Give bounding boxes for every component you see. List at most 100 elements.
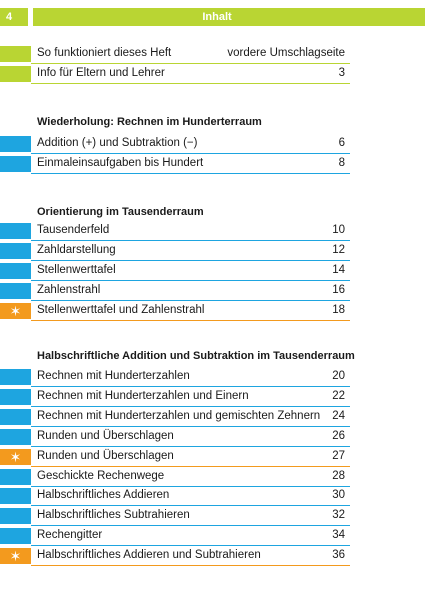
toc-label: Zahldarstellung	[37, 243, 116, 256]
row-marker	[0, 488, 31, 505]
toc-row[interactable]: ✶ Runden und Überschlagen 27	[0, 447, 425, 467]
toc-label: Halbschriftliches Addieren	[37, 489, 170, 502]
row-underline	[31, 545, 350, 547]
toc-label: Addition (+) und Subtraktion (−)	[37, 137, 198, 149]
toc-row[interactable]: ✶ Halbschriftliches Addieren und Subtrahi…	[0, 546, 425, 567]
toc-page-number: 24	[332, 409, 345, 422]
toc-label: Rechnen mit Hunderterzahlen	[37, 370, 190, 382]
toc-page-number: 30	[332, 489, 345, 502]
toc-page-number: 6	[338, 137, 345, 149]
toc-label: Rechnen mit Hunderterzahlen und Einern	[37, 389, 249, 402]
toc-row[interactable]: Rechnen mit Hunderterzahlen 20	[0, 367, 425, 387]
row-underline	[31, 319, 350, 321]
star-icon: ✶	[0, 548, 31, 565]
toc-row[interactable]: Zahldarstellung 12	[0, 241, 425, 261]
toc-page-number: vordere Umschlagseite	[227, 47, 345, 59]
row-underline	[31, 405, 350, 407]
row-underline	[31, 240, 350, 241]
row-underline	[31, 465, 350, 467]
toc-label: Geschickte Rechenwege	[37, 469, 165, 482]
row-marker	[0, 369, 31, 385]
toc-row[interactable]: Tausenderfeld 10	[0, 221, 425, 241]
row-marker	[0, 468, 31, 485]
row-underline	[31, 279, 350, 281]
toc-page-number: 16	[332, 283, 345, 296]
row-underline	[31, 63, 350, 64]
row-marker	[0, 428, 31, 445]
toc-page-number: 10	[332, 224, 345, 236]
toc-row[interactable]: Einmaleinsaufgaben bis Hundert 8	[0, 154, 425, 174]
row-marker	[0, 223, 31, 239]
toc-label: Zahlenstrahl	[37, 283, 101, 296]
row-underline	[31, 565, 350, 567]
row-underline	[31, 425, 350, 427]
row-marker	[0, 65, 31, 82]
header-gap	[28, 8, 33, 26]
toc-page-number: 12	[332, 243, 345, 256]
row-marker	[0, 388, 31, 405]
toc-row[interactable]: Info für Eltern und Lehrer 3	[0, 64, 425, 84]
row-marker	[0, 262, 31, 279]
row-marker	[0, 136, 31, 152]
toc-row[interactable]: Rechengitter 34	[0, 526, 425, 547]
row-underline	[31, 525, 350, 527]
row-marker	[0, 528, 31, 545]
toc-row[interactable]: Rechnen mit Hunderterzahlen und Einern 22	[0, 387, 425, 407]
toc-page-number: 28	[332, 469, 345, 482]
page-title: Inhalt	[33, 8, 425, 26]
toc-page-number: 8	[338, 156, 345, 169]
toc-label: Runden und Überschlagen	[37, 449, 174, 462]
toc-label: Runden und Überschlagen	[37, 429, 174, 442]
toc-row[interactable]: Halbschriftliches Subtrahieren 32	[0, 506, 425, 527]
row-underline	[31, 82, 350, 84]
toc-row[interactable]: Rechnen mit Hunderterzahlen und gemischt…	[0, 407, 425, 427]
toc-label: Stellenwerttafel	[37, 263, 116, 276]
toc-row[interactable]: Halbschriftliches Addieren 30	[0, 486, 425, 507]
toc-page-number: 18	[332, 303, 345, 316]
row-marker	[0, 46, 31, 62]
toc-page-number: 32	[332, 509, 345, 522]
toc-label: Rechnen mit Hunderterzahlen und gemischt…	[37, 409, 321, 422]
row-underline	[31, 445, 350, 447]
toc-page-number: 34	[332, 529, 345, 542]
row-underline	[31, 485, 350, 487]
toc-label: Halbschriftliches Addieren und Subtrahie…	[37, 549, 261, 562]
section-title: Wiederholung: Rechnen im Hunderterraum	[37, 116, 262, 128]
toc-label: So funktioniert dieses Heft	[37, 47, 172, 59]
toc-row[interactable]: Addition (+) und Subtraktion (−) 6	[0, 134, 425, 154]
row-marker	[0, 508, 31, 525]
row-underline	[31, 505, 350, 507]
toc-page-number: 22	[332, 389, 345, 402]
toc-label: Einmaleinsaufgaben bis Hundert	[37, 156, 204, 169]
page-header: 4 Inhalt	[0, 8, 425, 26]
row-underline	[31, 259, 350, 261]
star-icon: ✶	[0, 448, 31, 465]
toc-label: Stellenwerttafel und Zahlenstrahl	[37, 303, 205, 316]
toc-label: Tausenderfeld	[37, 224, 110, 236]
toc-label: Halbschriftliches Subtrahieren	[37, 509, 190, 522]
toc-row[interactable]: ✶ Stellenwerttafel und Zahlenstrahl 18	[0, 301, 425, 321]
toc-row[interactable]: So funktioniert dieses Heft vordere Umsch…	[0, 44, 425, 64]
toc-page-number: 36	[332, 549, 345, 562]
toc-row[interactable]: Geschickte Rechenwege 28	[0, 467, 425, 487]
toc-row[interactable]: Runden und Überschlagen 26	[0, 427, 425, 447]
row-underline	[31, 153, 350, 154]
toc-row[interactable]: Stellenwerttafel 14	[0, 261, 425, 281]
row-underline	[31, 299, 350, 301]
toc-row[interactable]: Zahlenstrahl 16	[0, 281, 425, 301]
toc-label: Info für Eltern und Lehrer	[37, 66, 165, 79]
section-title: Halbschriftliche Addition und Subtraktio…	[37, 350, 355, 362]
star-icon: ✶	[0, 302, 31, 319]
row-marker	[0, 242, 31, 259]
toc-page-number: 26	[332, 429, 345, 442]
row-marker	[0, 155, 31, 172]
toc-page-number: 27	[332, 449, 345, 462]
row-underline	[31, 172, 350, 174]
page-number: 4	[0, 8, 28, 26]
toc-label: Rechengitter	[37, 529, 103, 542]
toc-page-number: 20	[332, 370, 345, 382]
toc-page-number: 3	[338, 66, 345, 79]
row-marker	[0, 282, 31, 299]
section-title: Orientierung im Tausenderraum	[37, 206, 204, 218]
row-marker	[0, 408, 31, 425]
